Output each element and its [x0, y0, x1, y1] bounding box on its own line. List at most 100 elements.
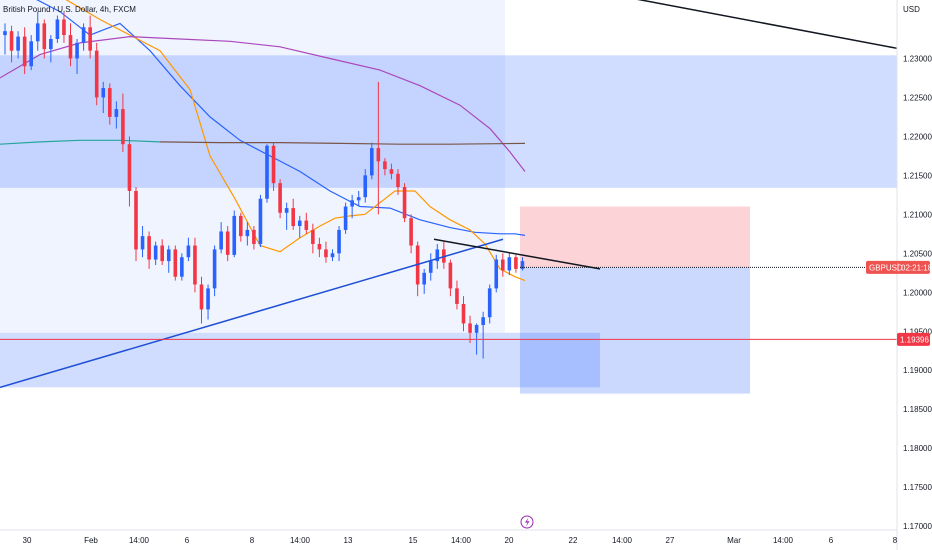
candle-body	[206, 288, 210, 310]
trendline-1	[433, 238, 601, 270]
candle-body	[160, 245, 164, 262]
price-axis[interactable]: 1.23000 1.22500 1.22000 1.21500 1.21000 1.205…	[903, 54, 932, 531]
time-tick-label: 14:00	[451, 536, 472, 545]
price-tick-label: 1.22500	[903, 93, 932, 102]
candle-body	[29, 41, 33, 67]
drawing-layer	[0, 0, 898, 389]
price-tag-bg-1	[897, 332, 930, 346]
moving-average-line-4	[159, 141, 526, 145]
time-tick-label: 8	[250, 536, 255, 545]
candle-body	[474, 325, 479, 333]
candle-body	[265, 145, 269, 199]
candle-body	[383, 161, 387, 170]
price-tick-label: 1.21000	[903, 210, 932, 219]
candle-body	[212, 249, 217, 289]
candle-body	[81, 27, 86, 43]
time-tick-label: 6	[829, 536, 834, 545]
symbol-title[interactable]: British Pound / U.S. Dollar, 4h, FXCM	[3, 5, 136, 14]
candle-body	[389, 169, 394, 174]
candle-body	[297, 220, 302, 227]
candle-body	[370, 148, 374, 176]
candle-body	[199, 284, 204, 310]
candle-body	[304, 220, 309, 230]
candle-body	[108, 88, 112, 117]
candle-body	[42, 23, 47, 50]
candle-body	[114, 109, 119, 117]
candle-layer	[3, 11, 525, 359]
time-tick-label: 20	[505, 536, 514, 545]
time-tick-label: 30	[23, 536, 32, 545]
candle-body	[422, 272, 426, 285]
candle-body	[402, 187, 407, 219]
candle-body	[311, 229, 315, 244]
candle-body	[494, 259, 499, 289]
time-tick-label: Mar	[727, 536, 741, 545]
candle-body	[396, 173, 400, 188]
indicator-layer	[0, 0, 526, 282]
time-tick-label: Feb	[84, 536, 98, 545]
candle-body	[350, 200, 354, 207]
moving-average-line-2	[0, 35, 526, 172]
time-tick-label: 6	[185, 536, 190, 545]
time-tick-label: 14:00	[773, 536, 794, 545]
price-tick-label: 1.23000	[903, 54, 932, 63]
candle-body	[481, 317, 485, 326]
candle-body	[363, 175, 368, 198]
candle-body	[121, 109, 125, 145]
candle-body	[317, 243, 322, 250]
candle-body	[55, 19, 60, 39]
price-tick-label: 1.21500	[903, 171, 932, 180]
candle-body	[461, 303, 466, 324]
candle-body	[62, 19, 66, 36]
candle-body	[180, 257, 184, 277]
candle-body	[140, 236, 145, 250]
price-tick-label: 1.19000	[903, 366, 932, 375]
candle-body	[49, 38, 53, 50]
candle-body	[173, 249, 178, 277]
candle-body	[271, 145, 276, 184]
time-axis[interactable]: 30 Feb 14:00 6 8 14:00 13 15 14:00 20 22 14:00 27 Mar…	[23, 536, 898, 545]
zone-layer	[0, 0, 897, 394]
candle-body	[343, 206, 348, 230]
candle-body	[376, 148, 381, 162]
zone-2	[0, 332, 600, 388]
candle-body	[245, 229, 250, 237]
candle-body	[468, 323, 472, 333]
time-tick-label: 15	[409, 536, 418, 545]
candle-body	[134, 190, 138, 250]
time-tick-label: 14:00	[290, 536, 311, 545]
price-tick-label: 1.17500	[903, 483, 932, 492]
candle-body	[94, 50, 99, 98]
time-tick-label: 22	[569, 536, 578, 545]
candle-body	[324, 249, 328, 258]
candle-body	[186, 245, 191, 258]
candle-body	[448, 262, 453, 289]
trendline-2	[637, 0, 898, 50]
currency-label: USD	[903, 5, 920, 14]
candle-body	[337, 229, 341, 254]
candle-body	[501, 259, 505, 271]
candle-body	[225, 231, 230, 255]
price-tick-label: 1.20500	[903, 249, 932, 258]
candle-body	[507, 257, 512, 271]
zone-1	[0, 55, 897, 188]
trendline-0	[0, 238, 504, 389]
candle-body	[75, 42, 79, 59]
moving-average-line-0	[36, 0, 526, 236]
candle-body	[153, 245, 158, 260]
lightning-icon[interactable]	[520, 515, 534, 529]
price-tag-countdown: 02:21:18	[901, 263, 932, 272]
candle-body	[101, 88, 106, 98]
candle-body	[35, 23, 40, 42]
candle-body	[514, 257, 518, 269]
candle-body	[520, 261, 525, 269]
price-tag-symbol: GBPUSD	[869, 263, 903, 272]
candle-body	[127, 144, 132, 191]
candle-body	[252, 229, 256, 244]
candle-body	[166, 249, 171, 262]
candle-body	[284, 208, 289, 213]
price-tick-label: 1.17000	[903, 522, 932, 531]
candle-body	[409, 218, 413, 246]
